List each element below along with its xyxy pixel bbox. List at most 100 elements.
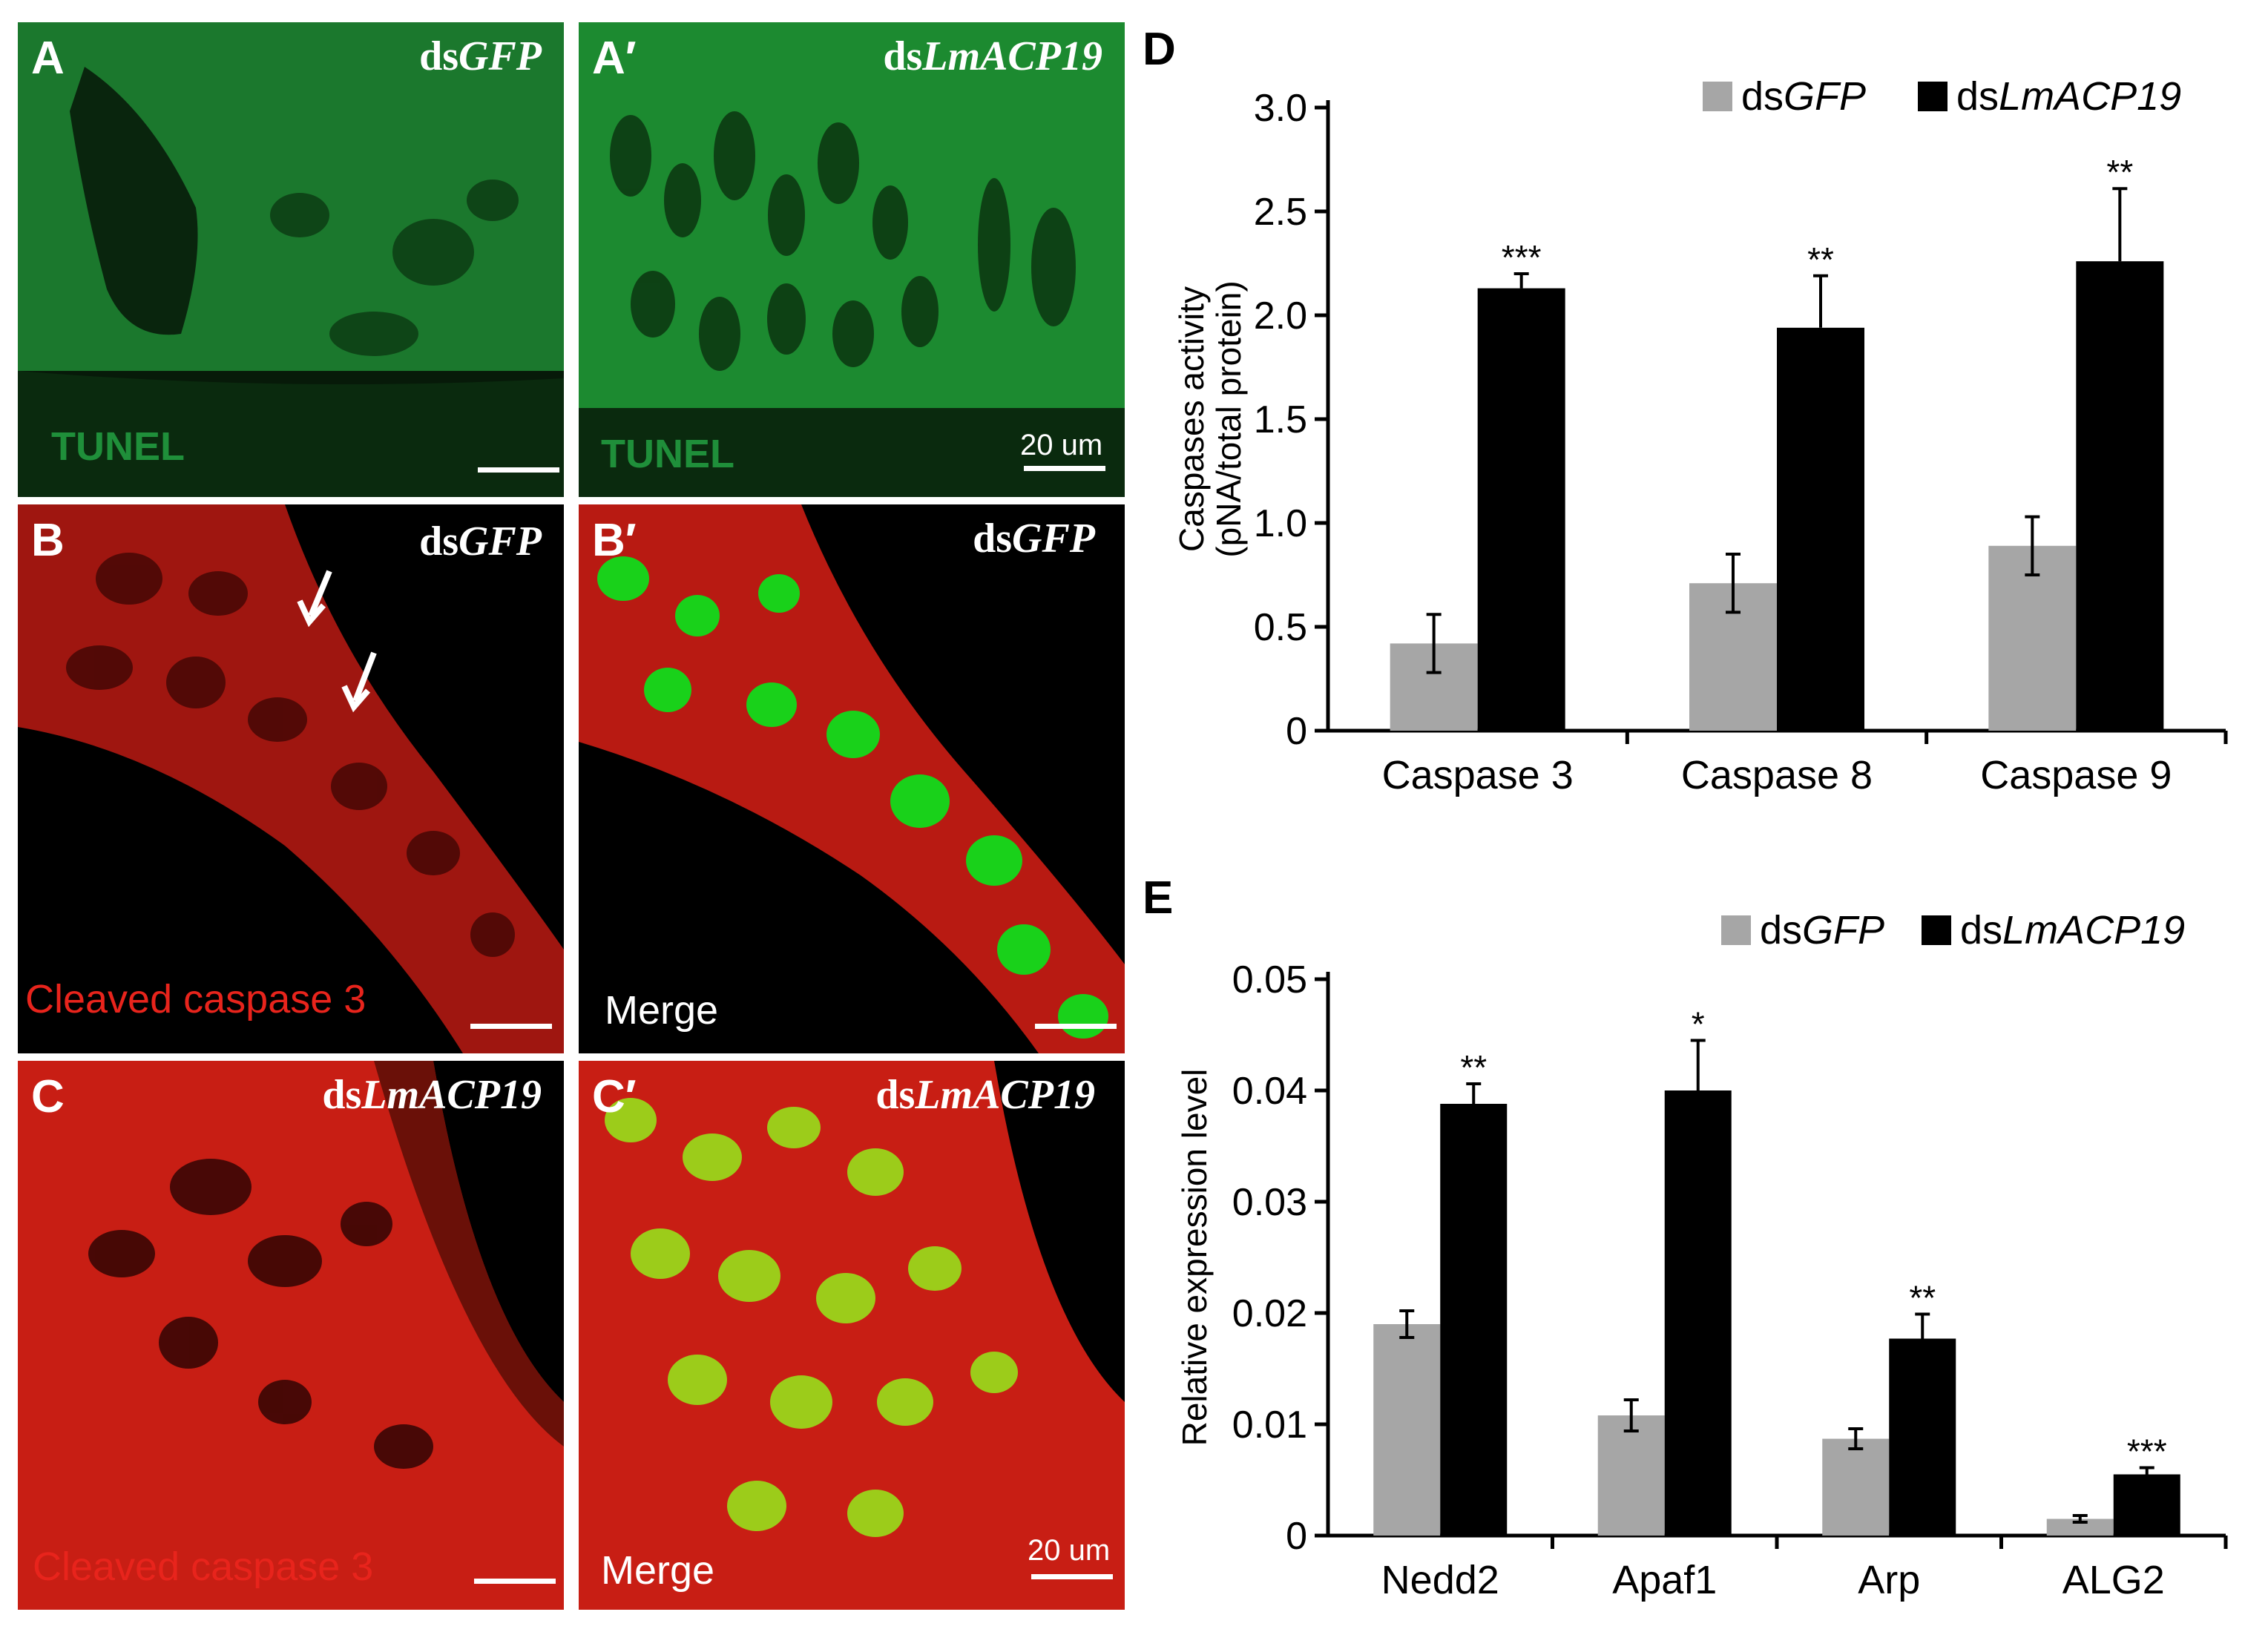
condition-gene: GFP [458, 33, 542, 79]
y-tick-label: 0.01 [1232, 1404, 1307, 1447]
condition-prefix: ds [883, 33, 923, 79]
y-tick-label: 0.02 [1232, 1292, 1307, 1335]
bar-dslmacp19 [1664, 1090, 1732, 1536]
panel-a-tunel-dsgfp: A dsGFP TUNEL [18, 22, 564, 497]
condition-label: dsLmACP19 [875, 1074, 1095, 1116]
micrograph-c-prime [579, 1061, 1125, 1610]
y-tick-label: 3.0 [1254, 87, 1307, 130]
chart-e-relative-expression: 0 0.01 0.02 0.03 0.04 0.05 Relative expression… [1175, 908, 2228, 1602]
y-tick-label: 1.5 [1254, 398, 1307, 441]
bar-dslmacp19 [1440, 1104, 1508, 1536]
condition-label: dsLmACP19 [322, 1074, 542, 1116]
scale-text: 20 um [1020, 429, 1103, 461]
panel-letter: C [31, 1071, 65, 1122]
bar-dsgfp [1597, 1415, 1665, 1536]
panel-letter: A [31, 33, 65, 84]
panel-letter: A′ [592, 33, 637, 84]
y-tick-label: 0.03 [1232, 1181, 1307, 1224]
panel-letter: C′ [592, 1071, 637, 1122]
condition-label: dsGFP [419, 36, 542, 77]
bar-dsgfp [2046, 1519, 2114, 1536]
panel-a-prime-tunel-dsacp19: A′ dsLmACP19 TUNEL 20 um [579, 22, 1125, 497]
x-category-label: Nedd2 [1381, 1558, 1499, 1602]
condition-label: dsGFP [973, 518, 1095, 559]
x-category-label: Caspase 8 [1681, 753, 1873, 797]
significance-label: ** [1807, 240, 1834, 279]
panel-letter-e: E [1143, 872, 1174, 924]
stain-label: Merge [605, 988, 719, 1033]
y-tick-label: 2.5 [1254, 191, 1307, 234]
legend-label-dslmacp19: dsLmACP19 [1956, 74, 2181, 119]
legend-swatch-dsgfp [1721, 915, 1751, 945]
bar-dsgfp [1988, 545, 2077, 731]
legend-swatch-dsgfp [1703, 82, 1732, 111]
y-tick-label: 1.0 [1254, 502, 1307, 545]
significance-label: *** [1502, 238, 1542, 277]
legend-label-dsgfp: dsGFP [1760, 908, 1884, 952]
legend-label-dslmacp19: dsLmACP19 [1960, 908, 2185, 952]
scale-bar [478, 467, 559, 473]
panel-c-caspase-dsacp19: C dsLmACP19 Cleaved caspase 3 [18, 1061, 564, 1610]
bar-dslmacp19 [2113, 1474, 2180, 1536]
x-category-label: Caspase 3 [1382, 753, 1574, 797]
y-tick-label: 0.5 [1254, 606, 1307, 649]
stain-label: TUNEL [601, 432, 734, 476]
condition-label: dsGFP [419, 521, 542, 562]
y-tick-label: 2.0 [1254, 295, 1307, 338]
micrograph-a-prime [579, 22, 1125, 497]
panel-c-prime-merge-dsacp19: C′ dsLmACP19 Merge 20 um [579, 1061, 1125, 1610]
panel-letter: B [31, 515, 65, 566]
y-tick-label: 0 [1286, 1515, 1307, 1558]
panel-b-caspase-dsgfp: B dsGFP Cleaved caspase 3 [18, 504, 564, 1053]
micrograph-c [18, 1061, 564, 1610]
condition-prefix: ds [419, 33, 458, 79]
y-axis-label-group: Caspases activity(pNA/total protein) [1172, 280, 1248, 557]
significance-label: *** [2127, 1432, 2167, 1471]
significance-label: ** [2106, 153, 2133, 191]
y-axis-label-line1: Caspases activity [1172, 286, 1211, 552]
condition-gene: LmACP19 [915, 1072, 1095, 1118]
y-axis-label: Relative expression level [1175, 1069, 1214, 1447]
scale-bar [1031, 1574, 1113, 1579]
chart-d-caspase-activity: 0 0.5 1.0 1.5 2.0 2.5 3.0 Caspases activity(pNA… [1172, 74, 2228, 797]
x-category-label: ALG2 [2062, 1558, 2165, 1602]
y-axis-label-line2: (pNA/total protein) [1209, 280, 1248, 557]
y-axis-label-group: Relative expression level [1175, 1069, 1214, 1447]
panel-b-prime-merge-dsgfp: B′ dsGFP Merge [579, 504, 1125, 1053]
bar-dslmacp19 [1777, 327, 1864, 731]
scale-bar [1035, 1024, 1117, 1029]
scale-bar [474, 1579, 556, 1584]
bar-dslmacp19 [1889, 1338, 1956, 1536]
micrograph-b [18, 504, 564, 1053]
condition-prefix: ds [973, 516, 1012, 562]
stain-label: Merge [601, 1548, 715, 1593]
condition-prefix: ds [322, 1072, 362, 1118]
y-tick-label: 0 [1286, 710, 1307, 753]
scale-bar [1024, 466, 1105, 471]
condition-gene: LmACP19 [922, 33, 1102, 79]
y-tick-label: 0.05 [1232, 958, 1307, 1001]
legend-swatch-dslmacp19 [1918, 82, 1947, 111]
y-tick-label: 0.04 [1232, 1070, 1307, 1113]
condition-gene: GFP [1012, 516, 1095, 562]
condition-prefix: ds [419, 519, 458, 565]
panel-letter: B′ [592, 515, 637, 566]
legend-label-dsgfp: dsGFP [1741, 74, 1866, 119]
legend-swatch-dslmacp19 [1922, 915, 1951, 945]
condition-gene: LmACP19 [361, 1072, 542, 1118]
bar-dslmacp19 [1477, 288, 1565, 731]
condition-label: dsLmACP19 [883, 36, 1102, 77]
condition-prefix: ds [875, 1072, 916, 1118]
bar-dslmacp19 [2076, 261, 2164, 731]
condition-gene: GFP [458, 519, 542, 565]
stain-label: Cleaved caspase 3 [33, 1544, 374, 1589]
scale-bar [470, 1024, 552, 1029]
significance-label: ** [1909, 1279, 1936, 1317]
stain-label: TUNEL [51, 424, 185, 469]
x-category-label: Apaf1 [1612, 1558, 1717, 1602]
significance-label: ** [1460, 1048, 1487, 1087]
significance-label: * [1692, 1005, 1705, 1044]
x-category-label: Arp [1858, 1558, 1920, 1602]
scale-text: 20 um [1028, 1534, 1111, 1567]
x-category-label: Caspase 9 [1980, 753, 2172, 797]
